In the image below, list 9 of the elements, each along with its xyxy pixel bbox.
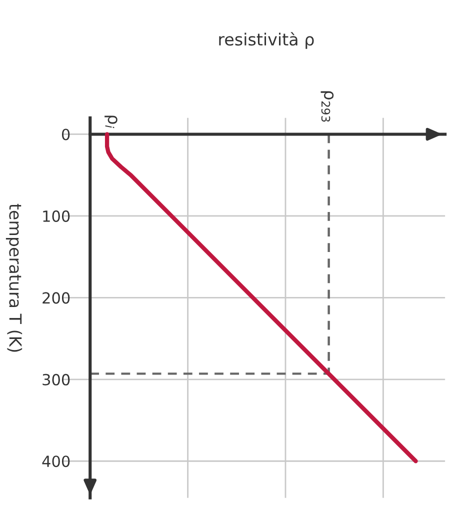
ref-line-label: ρ$_{293}$ [320, 91, 334, 122]
y-tick-label: 100 [43, 210, 70, 222]
y-tick-label: 200 [42, 292, 70, 304]
x-axis-title: resistività ρ [219, 32, 314, 49]
annotation: ρ$_{i}$ [104, 116, 118, 128]
y-tick-label: 400 [42, 456, 70, 468]
y-tick-label: 300 [42, 374, 70, 386]
y-axis-title: temperatura T (K) [6, 204, 22, 352]
y-tick-label: 0 [62, 128, 70, 140]
